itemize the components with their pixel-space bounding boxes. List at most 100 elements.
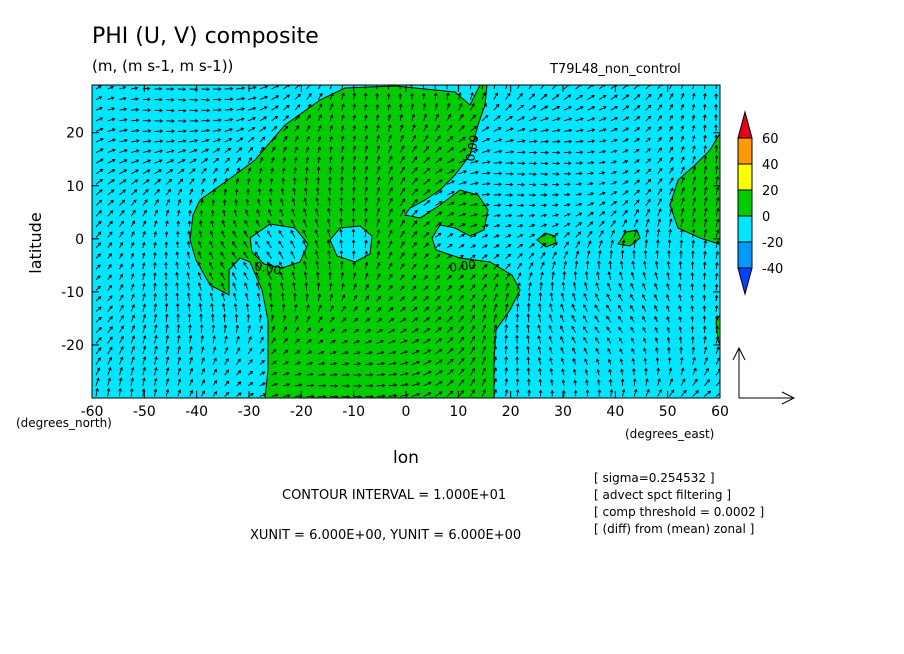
wind-vector-head <box>258 177 262 182</box>
wind-vector <box>587 85 594 90</box>
x-tick-label: -50 <box>133 404 156 420</box>
wind-vector-head <box>316 282 321 286</box>
wind-vector-head <box>450 222 454 227</box>
wind-vector <box>598 106 607 111</box>
wind-vector-head <box>357 362 362 366</box>
wind-vector-head <box>322 372 326 377</box>
wind-vector <box>316 187 319 196</box>
wind-vector <box>527 357 530 365</box>
wind-vector-head <box>290 240 294 244</box>
wind-vector <box>154 179 161 185</box>
wind-vector <box>176 252 179 259</box>
wind-vector <box>294 147 298 153</box>
wind-vector-head <box>704 207 708 212</box>
wind-vector <box>469 92 474 100</box>
wind-vector-head <box>634 218 639 223</box>
wind-vector <box>154 140 163 143</box>
wind-vector <box>154 389 157 397</box>
wind-vector <box>470 315 475 323</box>
wind-vector <box>622 200 629 206</box>
wind-vector <box>130 294 135 302</box>
wind-vector <box>598 139 606 143</box>
wind-vector <box>294 136 299 143</box>
wind-vector-head <box>204 158 209 162</box>
wind-vector <box>493 335 497 344</box>
wind-vector-head <box>243 251 247 256</box>
wind-vector <box>388 198 393 206</box>
wind-vector-head <box>602 149 607 154</box>
wind-vector <box>236 87 245 90</box>
wind-vector <box>692 104 695 111</box>
wind-vector-head <box>632 249 636 254</box>
wind-vector-head <box>232 241 236 245</box>
wind-vector-head <box>272 337 276 341</box>
wind-vector <box>388 187 393 196</box>
wind-vector-head <box>493 388 498 393</box>
wind-vector-head <box>584 368 589 373</box>
wind-vector <box>166 109 174 112</box>
wind-vector <box>198 262 202 270</box>
wind-vector <box>212 324 215 333</box>
wind-vector-head <box>630 271 635 276</box>
wind-vector-head <box>595 282 599 286</box>
wind-vector <box>259 382 266 387</box>
wind-vector <box>622 160 628 164</box>
wind-vector <box>481 389 486 397</box>
wind-vector <box>458 181 467 185</box>
wind-vector <box>107 326 113 334</box>
wind-vector <box>563 261 567 270</box>
wind-vector-head <box>563 260 568 265</box>
wind-vector <box>341 395 350 398</box>
wind-vector-head <box>556 150 561 155</box>
wind-vector <box>609 261 612 270</box>
wind-vector-head <box>530 252 535 257</box>
wind-vector-head <box>302 239 306 244</box>
wind-vector-head <box>426 210 431 215</box>
wind-vector <box>221 231 226 238</box>
wind-vector <box>224 178 228 185</box>
wind-vector <box>388 263 393 270</box>
wind-vector <box>516 104 524 111</box>
wind-vector <box>656 250 659 259</box>
wind-vector-head <box>142 377 146 382</box>
wind-vector-head <box>317 135 322 140</box>
wind-vector-head <box>334 373 338 377</box>
wind-vector-head <box>449 337 454 341</box>
wind-vector <box>411 393 420 397</box>
wind-vector <box>692 187 696 196</box>
wind-vector <box>399 166 405 175</box>
wind-vector <box>560 325 565 333</box>
wind-vector <box>364 115 367 121</box>
wind-vector-head <box>715 218 720 223</box>
wind-vector <box>470 244 476 249</box>
wind-vector-head <box>668 367 673 372</box>
wind-vector <box>434 135 441 143</box>
wind-vector-head <box>351 196 356 201</box>
wind-vector-head <box>647 178 652 183</box>
wind-vector-head <box>364 218 368 222</box>
wind-vector-head <box>295 135 299 140</box>
wind-vector-head <box>389 187 393 191</box>
wind-vector <box>166 140 175 143</box>
wind-vector <box>189 199 192 206</box>
wind-vector <box>142 242 145 249</box>
wind-vector-head <box>414 209 418 214</box>
wind-vector <box>304 198 308 206</box>
wind-vector-head <box>474 137 479 141</box>
wind-vector-head <box>232 292 237 297</box>
wind-vector <box>608 272 612 280</box>
wind-vector <box>470 137 478 143</box>
wind-vector <box>212 369 217 376</box>
wind-vector <box>610 191 617 196</box>
wind-vector <box>388 124 391 132</box>
wind-vector-head <box>619 271 623 276</box>
wind-vector <box>236 137 243 143</box>
wind-vector <box>470 274 476 281</box>
wind-vector-head <box>285 115 290 119</box>
wind-vector <box>657 115 662 122</box>
wind-vector <box>446 348 454 355</box>
wind-vector-head <box>224 177 228 182</box>
wind-vector-head <box>307 315 311 320</box>
wind-vector <box>294 167 296 174</box>
wind-vector <box>411 382 420 387</box>
